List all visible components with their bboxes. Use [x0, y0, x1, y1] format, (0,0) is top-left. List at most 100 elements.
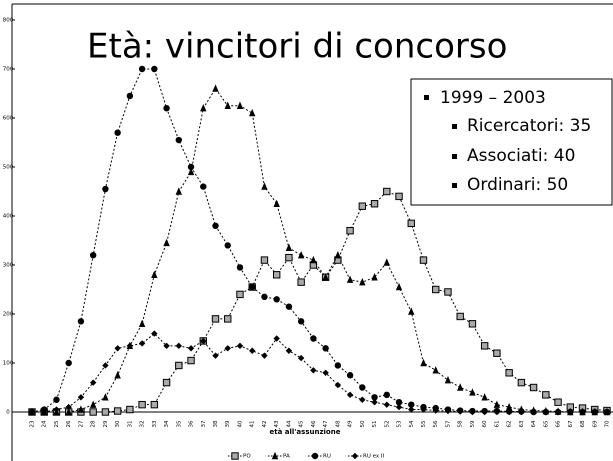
bullet — [452, 154, 457, 159]
x-tick-label: 47 — [323, 420, 329, 427]
marker — [126, 92, 134, 100]
series-line — [31, 68, 607, 413]
marker — [432, 407, 439, 414]
x-tick-label: 61 — [494, 421, 500, 428]
marker — [65, 403, 72, 411]
marker — [102, 185, 109, 193]
marker — [493, 400, 501, 408]
marker — [371, 399, 378, 406]
marker — [231, 452, 239, 460]
marker — [481, 408, 488, 416]
marker — [113, 407, 122, 415]
marker — [102, 362, 109, 369]
marker — [444, 375, 452, 384]
legend-label: PA — [283, 454, 290, 460]
x-tick-label: 30 — [115, 420, 121, 427]
x-tick-label: 39 — [225, 420, 231, 427]
marker — [77, 394, 85, 401]
marker — [236, 101, 244, 109]
bullet — [452, 183, 457, 188]
marker — [138, 65, 146, 73]
marker — [311, 452, 319, 460]
marker — [407, 219, 415, 228]
marker — [420, 358, 427, 367]
marker — [53, 396, 60, 403]
x-tick-label: 68 — [580, 420, 586, 427]
marker — [371, 394, 378, 401]
marker — [567, 408, 574, 416]
marker — [432, 285, 440, 294]
x-tick-label: 31 — [127, 421, 133, 428]
marker — [346, 275, 354, 283]
marker — [126, 405, 134, 414]
marker — [408, 406, 415, 413]
marker — [261, 293, 268, 301]
x-tick-label: 24 — [42, 420, 48, 427]
marker — [322, 345, 329, 352]
marker — [89, 408, 97, 416]
marker — [260, 256, 269, 264]
marker — [285, 347, 293, 354]
x-tick-label: 64 — [531, 420, 537, 427]
x-tick-label: 37 — [201, 420, 207, 427]
marker — [346, 372, 354, 379]
x-tick-label: 43 — [274, 420, 280, 427]
marker — [444, 288, 452, 296]
marker — [138, 319, 146, 327]
x-tick-label: 29 — [103, 420, 109, 427]
marker — [285, 303, 293, 310]
marker — [493, 349, 501, 357]
y-tick-label: 600 — [3, 116, 14, 122]
marker — [272, 271, 281, 279]
marker — [175, 136, 183, 144]
marker — [175, 342, 183, 350]
x-tick-label: 66 — [556, 420, 562, 427]
x-tick-label: 54 — [409, 420, 415, 427]
y-tick-label: 100 — [3, 361, 14, 367]
y-tick-label: 200 — [3, 312, 14, 318]
marker — [102, 393, 109, 401]
marker — [89, 400, 97, 408]
x-tick-label: 50 — [360, 420, 366, 427]
marker — [469, 388, 476, 396]
legend-box-text: Ricercatori: 35 — [467, 116, 591, 136]
marker — [310, 255, 317, 264]
marker — [271, 451, 279, 460]
marker — [346, 391, 354, 399]
marker — [261, 182, 268, 190]
marker — [175, 361, 183, 370]
marker — [554, 408, 562, 416]
marker — [163, 238, 170, 247]
marker — [383, 187, 391, 196]
x-tick-label: 49 — [348, 420, 354, 427]
marker — [53, 406, 60, 413]
y-tick-label: 300 — [3, 263, 14, 269]
marker — [285, 253, 293, 262]
marker — [65, 359, 72, 367]
marker — [224, 242, 231, 249]
legend-box-text: 1999 – 2003 — [440, 88, 546, 108]
x-tick-label: 62 — [507, 421, 513, 428]
marker — [151, 65, 158, 73]
marker — [89, 252, 97, 259]
marker — [114, 371, 121, 379]
marker — [505, 369, 513, 377]
marker — [297, 318, 305, 325]
marker — [542, 391, 550, 399]
series-line — [32, 87, 607, 413]
marker — [359, 277, 366, 286]
marker — [261, 352, 268, 359]
marker — [469, 408, 476, 416]
marker — [493, 408, 501, 416]
marker — [200, 104, 207, 112]
marker — [383, 391, 390, 399]
marker — [395, 282, 403, 291]
x-tick-label: 46 — [311, 420, 317, 427]
marker — [554, 398, 562, 406]
marker — [150, 400, 159, 409]
marker — [175, 187, 183, 195]
marker — [273, 335, 280, 342]
marker — [77, 405, 85, 413]
marker — [236, 342, 244, 350]
marker — [273, 199, 280, 207]
